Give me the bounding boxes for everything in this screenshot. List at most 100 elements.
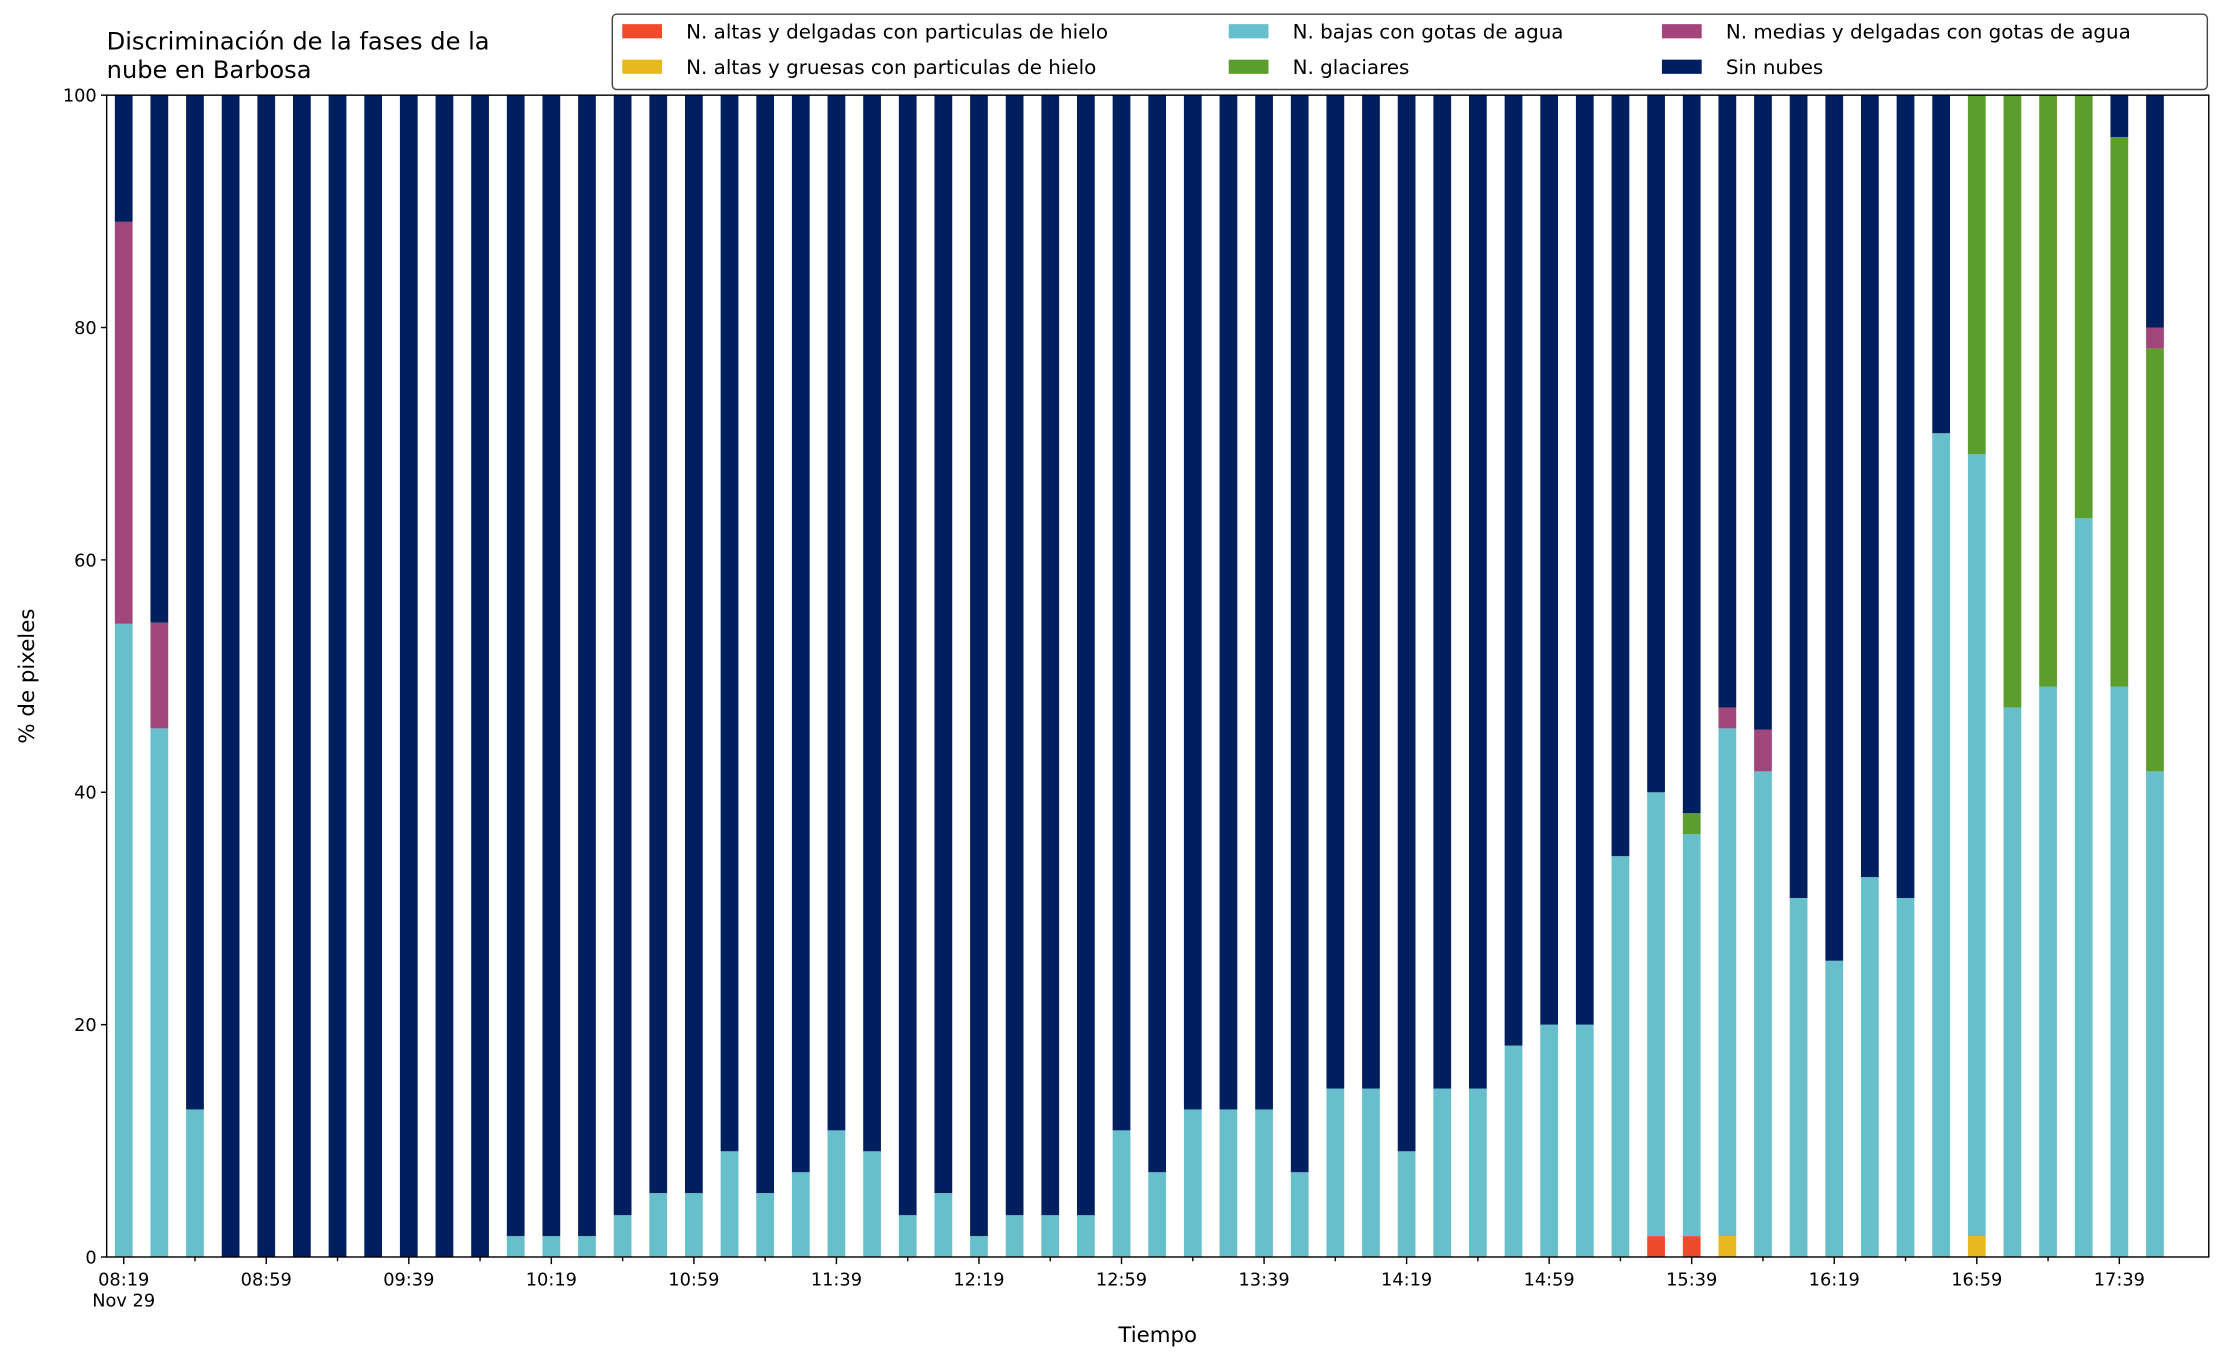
x-tick-label: 11:39 [811, 1270, 862, 1290]
bar-segment [1112, 1130, 1131, 1257]
bar-segment [685, 95, 703, 1194]
bar-segment [1219, 1109, 1238, 1257]
bar-segment [756, 95, 775, 1194]
legend-label: N. bajas con gotas de agua [1293, 20, 1564, 43]
bar-segment [1682, 834, 1701, 1237]
x-tick-label: 08:19 Nov 29 [92, 1270, 155, 1311]
bar-segment [1504, 95, 1523, 1046]
bar-segment [2003, 707, 2022, 1257]
bar-segment [1825, 95, 1844, 961]
bar-segment [186, 1109, 204, 1257]
bar-segment [1967, 454, 1986, 1237]
bar-segment [1041, 1215, 1060, 1257]
bar-segment [542, 1236, 561, 1257]
x-tick-label: 14:59 [1524, 1270, 1575, 1290]
bar-segment [649, 95, 668, 1194]
bar-segment [1754, 729, 1772, 772]
x-tick-label: 16:59 [1951, 1270, 2002, 1290]
bar-segment [2074, 518, 2093, 1257]
bar-segment [1718, 728, 1737, 1237]
bar-segment [578, 95, 596, 1237]
bar-segment [1718, 95, 1737, 708]
bar-segment [1682, 813, 1701, 835]
bar-segment [1647, 95, 1665, 793]
x-tick-label: 12:59 [1096, 1270, 1147, 1290]
y-tick-label: 60 [74, 551, 97, 571]
bar-segment [1718, 1236, 1737, 1257]
bar-segment [970, 1236, 988, 1257]
legend-swatch [1228, 59, 1269, 74]
bar-segment [1077, 1215, 1095, 1257]
y-tick-label: 40 [74, 784, 97, 804]
bar-segment [1362, 95, 1380, 1089]
x-tick-label: 08:59 [241, 1270, 292, 1290]
bar-segment [150, 728, 169, 1257]
x-tick-label: 13:39 [1238, 1270, 1289, 1290]
bar-segment [1255, 1109, 1273, 1257]
bar-segment [1290, 1172, 1309, 1257]
bar-segment [1718, 707, 1737, 729]
bar-segment [1362, 1088, 1380, 1257]
x-axis-label: Tiempo [1117, 1323, 1197, 1348]
x-tick-label: 09:39 [383, 1270, 434, 1290]
legend-label: N. altas y delgadas con particulas de hi… [686, 20, 1108, 43]
bar-segment [720, 95, 739, 1152]
bar-segment [2110, 686, 2129, 1257]
bar-segment [1754, 771, 1772, 1257]
bar-segment [934, 95, 953, 1194]
bar-segment [1112, 95, 1131, 1131]
legend-swatch [622, 24, 663, 39]
bar-segment [1077, 95, 1095, 1216]
bar-segment [613, 95, 632, 1216]
bar-segment [1148, 95, 1167, 1173]
bar-segment [1397, 1151, 1416, 1257]
bar-segment [2074, 95, 2093, 519]
bar-segment [1682, 1236, 1701, 1257]
bar-segment [1647, 1236, 1665, 1257]
bar-segment [1219, 95, 1238, 1110]
bar-segment [791, 95, 810, 1173]
bar-segment [1682, 95, 1701, 814]
bar-segment [1896, 95, 1915, 898]
bar-segment [1647, 792, 1665, 1237]
bar-segment [506, 95, 525, 1237]
bar-segment [1183, 1109, 1202, 1257]
bar-segment [1611, 95, 1630, 857]
bar-segment [898, 95, 917, 1216]
bar-segment [2039, 686, 2057, 1257]
chart-title: Discriminación de la fases de la nube en … [107, 28, 490, 84]
legend [611, 13, 2209, 91]
y-tick-label: 0 [85, 1248, 96, 1268]
bar-segment [1041, 95, 1060, 1216]
bar-segment [542, 95, 561, 1237]
bar-segment [1183, 95, 1202, 1110]
legend-swatch [1661, 59, 1702, 74]
bar-segment [863, 95, 881, 1152]
bar-segment [1290, 95, 1309, 1173]
bar-segment [257, 95, 276, 1257]
x-tick-label: 12:19 [953, 1270, 1004, 1290]
bar-segment [1005, 1215, 1024, 1257]
bar-segment [756, 1193, 775, 1257]
bar-segment [1148, 1172, 1167, 1257]
y-tick-label: 100 [63, 87, 97, 107]
bar-segment [863, 1151, 881, 1257]
bar-segment [1932, 95, 1951, 434]
y-tick-label: 80 [74, 319, 97, 339]
bar-segment [328, 95, 347, 1257]
bar-segment [1005, 95, 1024, 1216]
plot-frame [105, 94, 2210, 1258]
bar-segment [898, 1215, 917, 1257]
legend-label: N. glaciares [1293, 56, 1410, 79]
bar-segment [1433, 95, 1452, 1089]
bar-segment [114, 95, 133, 222]
legend-swatch [1228, 24, 1269, 39]
bar-segment [2110, 95, 2129, 137]
bar-segment [1932, 433, 1951, 1257]
bar-segment [1789, 897, 1808, 1257]
bar-segment [1754, 95, 1772, 730]
x-tick-label: 16:19 [1809, 1270, 1860, 1290]
legend-swatch [1661, 24, 1702, 39]
bar-segment [1255, 95, 1273, 1110]
bar-segment [1575, 95, 1594, 1025]
